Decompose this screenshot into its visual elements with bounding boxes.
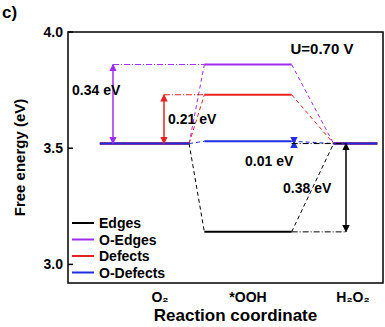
- difference-label: 0.34 eV: [72, 82, 121, 98]
- difference-label: 0.21 eV: [168, 111, 217, 127]
- legend-swatch: [72, 272, 94, 274]
- energy-level: [204, 94, 291, 96]
- x-tick-label: O₂: [151, 289, 168, 305]
- guide-line: [292, 231, 346, 232]
- y-tick: [68, 147, 73, 149]
- connector: [292, 65, 334, 144]
- series-2: [100, 95, 377, 144]
- connector: [292, 95, 334, 144]
- legend-label: O-Defects: [99, 265, 165, 281]
- energy-level: [204, 64, 291, 66]
- guide-line: [164, 94, 204, 95]
- y-tick-label: 4.0: [44, 24, 64, 40]
- energy-level: [204, 231, 291, 233]
- difference-arrow: [163, 95, 165, 144]
- difference-label: 0.38 eV: [283, 180, 332, 196]
- series-0: [100, 144, 377, 232]
- y-axis-label: Free energy (eV): [11, 99, 28, 217]
- connector: [189, 65, 204, 144]
- data-group: [100, 65, 377, 232]
- energy-level: [204, 140, 291, 142]
- chart: c) 3.0 3.5 4.0 Free energy (eV) Reaction coor…: [0, 0, 385, 327]
- legend-label: Defects: [99, 248, 150, 264]
- y-tick-label: 3.5: [44, 140, 64, 156]
- plot-frame: [68, 32, 383, 283]
- axes-frame: [68, 32, 383, 283]
- connector: [189, 141, 204, 143]
- difference-label: 0.01 eV: [245, 153, 294, 169]
- legend-label: O-Edges: [99, 232, 157, 248]
- y-tick: [68, 31, 73, 33]
- guide-line: [292, 143, 346, 144]
- annotations: 0.34 eV 0.21 eV 0.01 eV 0.38 eV: [72, 65, 346, 232]
- legend-swatch: [72, 255, 94, 257]
- series-1: [100, 65, 377, 144]
- panel-label: c): [2, 3, 17, 22]
- legend: EdgesO-EdgesDefectsO-Defects: [72, 215, 165, 281]
- x-tick-label: *OOH: [229, 289, 266, 305]
- legend-swatch: [72, 222, 94, 224]
- x-tick-label: H₂O₂: [336, 289, 369, 305]
- connector: [189, 144, 204, 232]
- x-axis-label: Reaction coordinate: [154, 306, 317, 325]
- legend-swatch: [72, 239, 94, 241]
- guide-line: [113, 64, 204, 65]
- difference-arrow: [112, 65, 114, 144]
- legend-label: Edges: [99, 215, 141, 231]
- difference-arrow: [345, 144, 347, 232]
- series-3: [100, 141, 377, 143]
- potential-label: U=0.70 V: [291, 40, 354, 57]
- y-tick-label: 3.0: [44, 256, 64, 272]
- y-tick: [68, 264, 73, 266]
